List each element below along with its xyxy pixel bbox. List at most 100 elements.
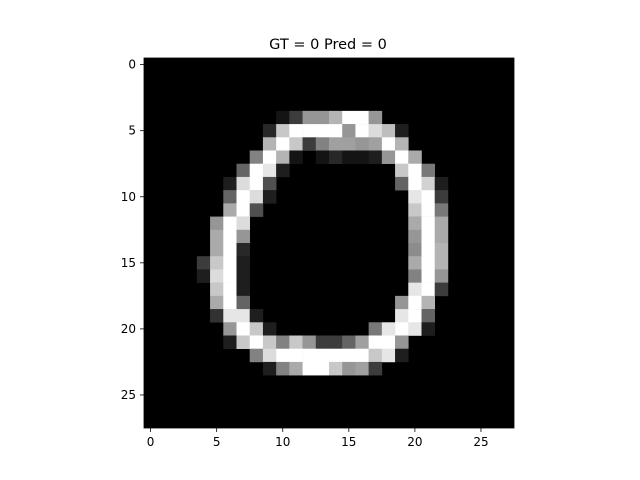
heatmap-cell	[210, 216, 224, 231]
heatmap-cell	[276, 335, 290, 350]
heatmap-cell	[408, 243, 422, 257]
heatmap-cell	[249, 348, 264, 363]
heatmap-cell	[408, 216, 422, 231]
heatmap-cell	[210, 269, 224, 283]
heatmap-cell	[249, 163, 264, 178]
heatmap-cell	[236, 243, 251, 257]
heatmap-cell	[262, 190, 277, 204]
y-axis: 0 5 10 15 20 25	[121, 58, 144, 402]
heatmap-cell	[223, 309, 237, 323]
heatmap-cell	[236, 229, 251, 244]
heatmap-cell	[434, 203, 449, 217]
heatmap-cell	[434, 269, 449, 283]
heatmap-cell	[236, 295, 251, 310]
heatmap-cell	[289, 335, 303, 350]
heatmap-cell	[421, 229, 436, 244]
heatmap-cell	[315, 137, 330, 151]
heatmap-cell	[249, 176, 264, 191]
heatmap-cell	[421, 295, 436, 310]
heatmap-cell	[236, 322, 251, 336]
x-tick-label: 15	[341, 435, 356, 449]
heatmap-cell	[329, 361, 343, 376]
heatmap-cell	[395, 348, 409, 363]
heatmap-cell	[329, 110, 343, 125]
heatmap-cell	[421, 256, 436, 270]
heatmap-cell	[408, 229, 422, 244]
heatmap-cell	[368, 137, 383, 151]
heatmap-cell	[276, 361, 290, 376]
heatmap-cell	[421, 269, 436, 283]
heatmap-cell	[381, 348, 396, 363]
heatmap-cell	[408, 282, 422, 297]
heatmap-cell	[342, 110, 356, 125]
heatmap-cell	[249, 150, 264, 165]
heatmap-cell	[368, 110, 383, 125]
heatmap-cell	[421, 309, 436, 323]
x-tick-label: 0	[147, 435, 155, 449]
heatmap-cell	[421, 216, 436, 231]
heatmap-cell	[395, 124, 409, 138]
heatmap-cell	[381, 335, 396, 350]
y-tick-label: 5	[128, 124, 136, 138]
heatmap-cell	[276, 348, 290, 363]
heatmap-cell	[408, 176, 422, 191]
heatmap-cell	[210, 243, 224, 257]
y-tick-label: 0	[128, 58, 136, 72]
heatmap-cell	[289, 110, 303, 125]
heatmap-cell	[302, 110, 317, 125]
heatmap-cell	[421, 190, 436, 204]
heatmap-cell	[315, 110, 330, 125]
heatmap-cell	[421, 163, 436, 178]
heatmap-cell	[395, 176, 409, 191]
heatmap-cell	[223, 190, 237, 204]
heatmap-cell	[355, 348, 369, 363]
heatmap-cell	[395, 163, 409, 178]
heatmap-cell	[210, 256, 224, 270]
x-tick-label: 25	[473, 435, 488, 449]
y-tick-label: 15	[121, 256, 136, 270]
heatmap-cell	[302, 137, 317, 151]
heatmap-cell	[276, 137, 290, 151]
heatmap-cell	[223, 322, 237, 336]
heatmap-cell	[355, 124, 369, 138]
heatmap-cell	[329, 137, 343, 151]
heatmap-cell	[302, 361, 317, 376]
heatmap-cell	[434, 256, 449, 270]
x-tick-label: 5	[213, 435, 221, 449]
heatmap-cell	[236, 309, 251, 323]
heatmap-cell	[355, 150, 369, 165]
heatmap-cell	[368, 335, 383, 350]
heatmap-cell	[223, 295, 237, 310]
heatmap-cell	[249, 190, 264, 204]
heatmap-cell	[276, 110, 290, 125]
heatmap-cell	[408, 295, 422, 310]
heatmap-cell	[408, 203, 422, 217]
plot-frame	[143, 57, 515, 429]
heatmap-cell	[408, 256, 422, 270]
heatmap-cell	[368, 124, 383, 138]
heatmap-cell	[342, 348, 356, 363]
heatmap-cell	[236, 190, 251, 204]
heatmap-cell	[315, 348, 330, 363]
heatmap-cell	[355, 335, 369, 350]
heatmap-cell	[408, 163, 422, 178]
heatmap-cell	[434, 243, 449, 257]
heatmap-cell	[223, 335, 237, 350]
heatmap-cell	[196, 269, 211, 283]
heatmap-cell	[342, 137, 356, 151]
heatmap-cell	[276, 124, 290, 138]
y-tick-label: 20	[121, 322, 136, 336]
heatmap-cell	[276, 150, 290, 165]
heatmap-cell	[421, 176, 436, 191]
chart-title: GT = 0 Pred = 0	[269, 37, 387, 53]
heatmap-cell	[236, 256, 251, 270]
heatmap-cell	[381, 150, 396, 165]
heatmap-cell	[408, 269, 422, 283]
heatmap-cell	[249, 335, 264, 350]
heatmap-cell	[223, 256, 237, 270]
heatmap-cell	[223, 282, 237, 297]
heatmap-cell	[223, 229, 237, 244]
heatmap-cell	[196, 256, 211, 270]
heatmap-cell	[434, 216, 449, 231]
